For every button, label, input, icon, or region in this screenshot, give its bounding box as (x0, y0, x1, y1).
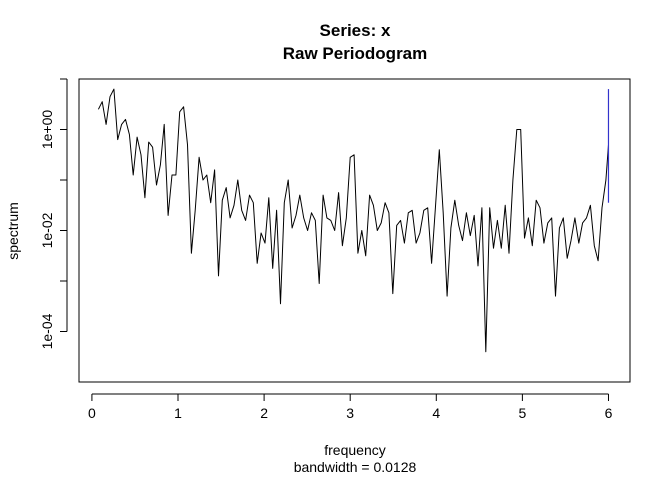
y-tick-label: 1e-04 (39, 313, 55, 349)
plot-frame (78, 78, 631, 383)
x-tick-label: 2 (260, 405, 268, 421)
y-axis-label: spectrum (5, 202, 21, 260)
x-tick-label: 1 (174, 405, 182, 421)
series-layer (97, 88, 610, 353)
bandwidth-label: bandwidth = 0.0128 (294, 459, 417, 475)
chart-title: Series: x (320, 21, 391, 40)
y-tick-label: 1e+00 (39, 110, 55, 150)
x-axis: 0 1 2 3 4 5 6 (88, 393, 613, 421)
series-line (97, 88, 609, 353)
y-tick-label: 1e-02 (39, 212, 55, 248)
x-tick-label: 5 (518, 405, 526, 421)
x-tick-label: 4 (432, 405, 440, 421)
x-axis-label: frequency (324, 442, 385, 458)
x-tick-label: 0 (88, 405, 96, 421)
y-axis: 1e-04 1e-02 1e+00 (39, 78, 68, 349)
chart-subtitle: Raw Periodogram (283, 44, 428, 63)
x-tick-label: 6 (605, 405, 613, 421)
x-tick-label: 3 (346, 405, 354, 421)
